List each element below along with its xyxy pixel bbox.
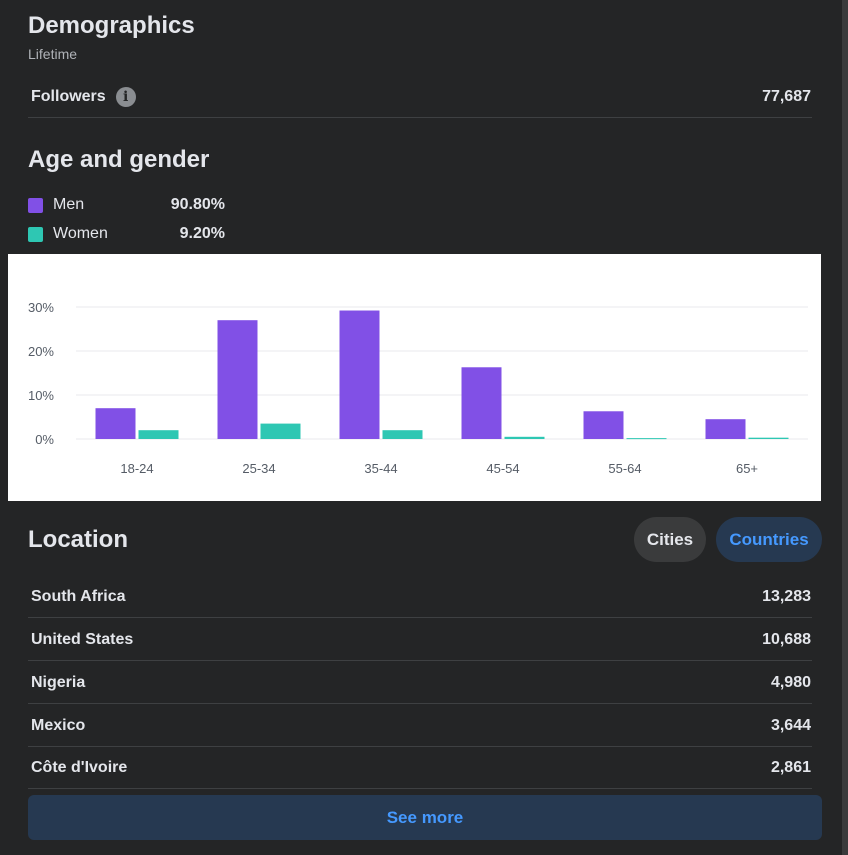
location-row: South Africa 13,283 — [28, 576, 812, 618]
location-name: United States — [31, 630, 134, 648]
location-row: United States 10,688 — [28, 619, 812, 661]
bar-women-18-24[interactable] — [138, 430, 179, 439]
bar-women-45-54[interactable] — [504, 436, 545, 439]
bar-women-65+[interactable] — [748, 437, 789, 439]
bar-women-55-64[interactable] — [626, 438, 667, 440]
age-gender-chart: 30% 20% 10% 0% 18-24 25-34 35-44 45-54 55-64 65+ — [8, 254, 821, 501]
location-value: 10,688 — [762, 630, 811, 648]
followers-value: 77,687 — [762, 87, 811, 105]
location-value: 3,644 — [770, 716, 811, 734]
bar-women-25-34[interactable] — [260, 423, 301, 439]
location-name: Côte d'Ivoire — [31, 758, 128, 776]
x-tick-label: 55-64 — [608, 461, 641, 476]
chart-svg: 30% 20% 10% 0% 18-24 25-34 35-44 45-54 55-64 65+ — [28, 300, 808, 476]
see-more-button[interactable]: See more — [28, 795, 822, 840]
legend-men: Men 90.80% — [28, 196, 225, 214]
info-icon[interactable]: i — [115, 86, 136, 107]
x-tick-label: 65+ — [736, 461, 758, 476]
legend-women-label: Women — [53, 225, 108, 242]
panel-border — [842, 0, 848, 855]
location-row: Côte d'Ivoire 2,861 — [28, 747, 812, 789]
followers-label: Followers — [31, 87, 106, 105]
y-tick-label: 0% — [35, 432, 54, 447]
location-name: Mexico — [31, 716, 86, 734]
x-tick-label: 35-44 — [364, 461, 397, 476]
legend-men-label: Men — [53, 196, 85, 213]
location-row: Nigeria 4,980 — [28, 662, 812, 704]
legend-men-value: 90.80% — [170, 196, 225, 213]
x-tick-label: 45-54 — [486, 461, 519, 476]
y-tick-label: 30% — [28, 300, 54, 315]
x-tick-label: 18-24 — [120, 461, 153, 476]
bar-men-35-44[interactable] — [339, 310, 380, 439]
location-name: South Africa — [31, 587, 126, 605]
y-tick-label: 10% — [28, 388, 54, 403]
followers-row: Followers i 77,687 — [28, 76, 812, 118]
men-swatch — [28, 197, 43, 213]
location-value: 4,980 — [770, 673, 811, 691]
bar-men-55-64[interactable] — [583, 411, 624, 439]
location-name: Nigeria — [31, 673, 86, 691]
bar-men-65+[interactable] — [705, 419, 746, 439]
legend-women-value: 9.20% — [179, 225, 225, 242]
x-tick-label: 25-34 — [242, 461, 275, 476]
location-value: 13,283 — [762, 587, 811, 605]
legend-women: Women 9.20% — [28, 225, 225, 243]
location-value: 2,861 — [770, 758, 811, 776]
age-gender-title: Age and gender — [28, 146, 210, 173]
tab-cities[interactable]: Cities — [634, 517, 706, 562]
bar-women-35-44[interactable] — [382, 430, 423, 439]
location-title: Location — [28, 526, 128, 553]
women-swatch — [28, 226, 43, 242]
y-tick-label: 20% — [28, 344, 54, 359]
bar-men-45-54[interactable] — [461, 367, 502, 439]
location-row: Mexico 3,644 — [28, 705, 812, 747]
page-subtitle: Lifetime — [28, 46, 78, 62]
page-title: Demographics — [28, 12, 195, 39]
bar-men-18-24[interactable] — [95, 408, 136, 439]
bar-men-25-34[interactable] — [217, 320, 258, 439]
tab-countries[interactable]: Countries — [716, 517, 822, 562]
